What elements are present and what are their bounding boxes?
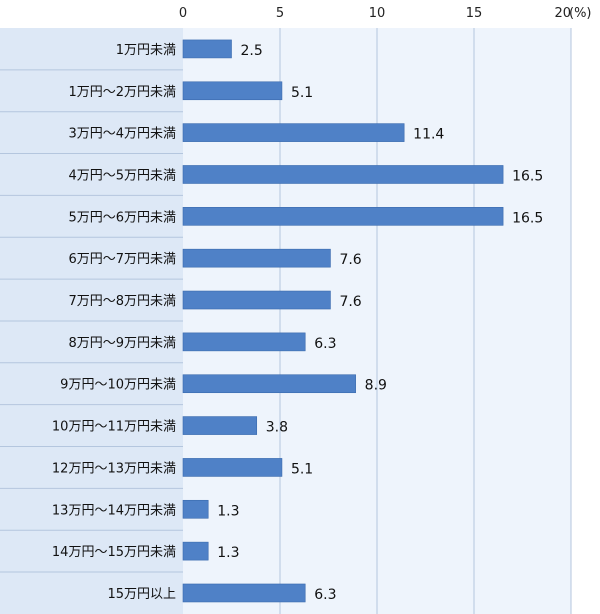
- category-label: 9万円〜10万円未満: [60, 378, 176, 393]
- category-label: 5万円〜6万円未満: [68, 210, 176, 225]
- bar: [182, 541, 209, 561]
- value-label: 11.4: [413, 127, 444, 143]
- category-label: 4万円〜5万円未満: [68, 168, 176, 183]
- bar: [182, 416, 258, 435]
- x-tick-label: 5: [276, 6, 284, 21]
- category-label: 12万円〜13万円未満: [52, 461, 176, 476]
- x-tick-label: 20: [554, 6, 571, 21]
- value-label: 6.3: [314, 336, 336, 352]
- category-label: 6万円〜7万円未満: [68, 252, 176, 267]
- x-axis-ticks: 0 5 10 15 20: [179, 6, 571, 21]
- bar: [182, 248, 331, 268]
- value-label: 6.3: [314, 587, 336, 603]
- value-label: 16.5: [512, 168, 543, 184]
- value-label: 3.8: [266, 420, 288, 436]
- category-label: 13万円〜14万円未満: [52, 503, 176, 518]
- bar: [182, 81, 283, 101]
- category-label: 10万円〜11万円未満: [52, 420, 176, 435]
- bar: [182, 39, 232, 59]
- bar: [182, 290, 331, 310]
- x-axis-unit-label: (%): [569, 6, 592, 21]
- x-tick-label: 15: [466, 6, 483, 21]
- category-label: 8万円〜9万円未満: [68, 336, 176, 351]
- category-label: 1万円未満: [116, 43, 176, 58]
- bar: [182, 499, 209, 519]
- bar: [182, 165, 504, 184]
- x-tick-label: 0: [179, 6, 187, 21]
- category-label: 7万円〜8万円未満: [68, 294, 176, 309]
- x-tick-label: 10: [369, 6, 386, 21]
- value-label: 16.5: [512, 210, 543, 226]
- bars: 1万円未満 2.5 1万円〜2万円未満 5.1 3万円〜4万円未満 11.4 4万円〜5万円…: [52, 39, 543, 603]
- category-label: 3万円〜4万円未満: [68, 127, 176, 142]
- category-label: 1万円〜2万円未満: [68, 85, 176, 100]
- value-label: 8.9: [365, 378, 387, 394]
- bar: [182, 123, 405, 142]
- value-label: 5.1: [291, 85, 313, 101]
- bar: [182, 458, 283, 477]
- bar: [182, 207, 504, 226]
- category-label: 15万円以上: [107, 587, 176, 602]
- row-dividers: [0, 69, 183, 573]
- bar: [182, 332, 306, 352]
- value-label: 2.5: [241, 43, 263, 59]
- bar: [182, 374, 356, 394]
- value-label: 1.3: [217, 545, 239, 561]
- value-label: 1.3: [217, 503, 239, 519]
- value-label: 5.1: [291, 461, 313, 477]
- category-label: 14万円〜15万円未満: [52, 545, 176, 560]
- value-label: 7.6: [339, 252, 361, 268]
- bar: [182, 583, 306, 603]
- value-label: 7.6: [339, 294, 361, 310]
